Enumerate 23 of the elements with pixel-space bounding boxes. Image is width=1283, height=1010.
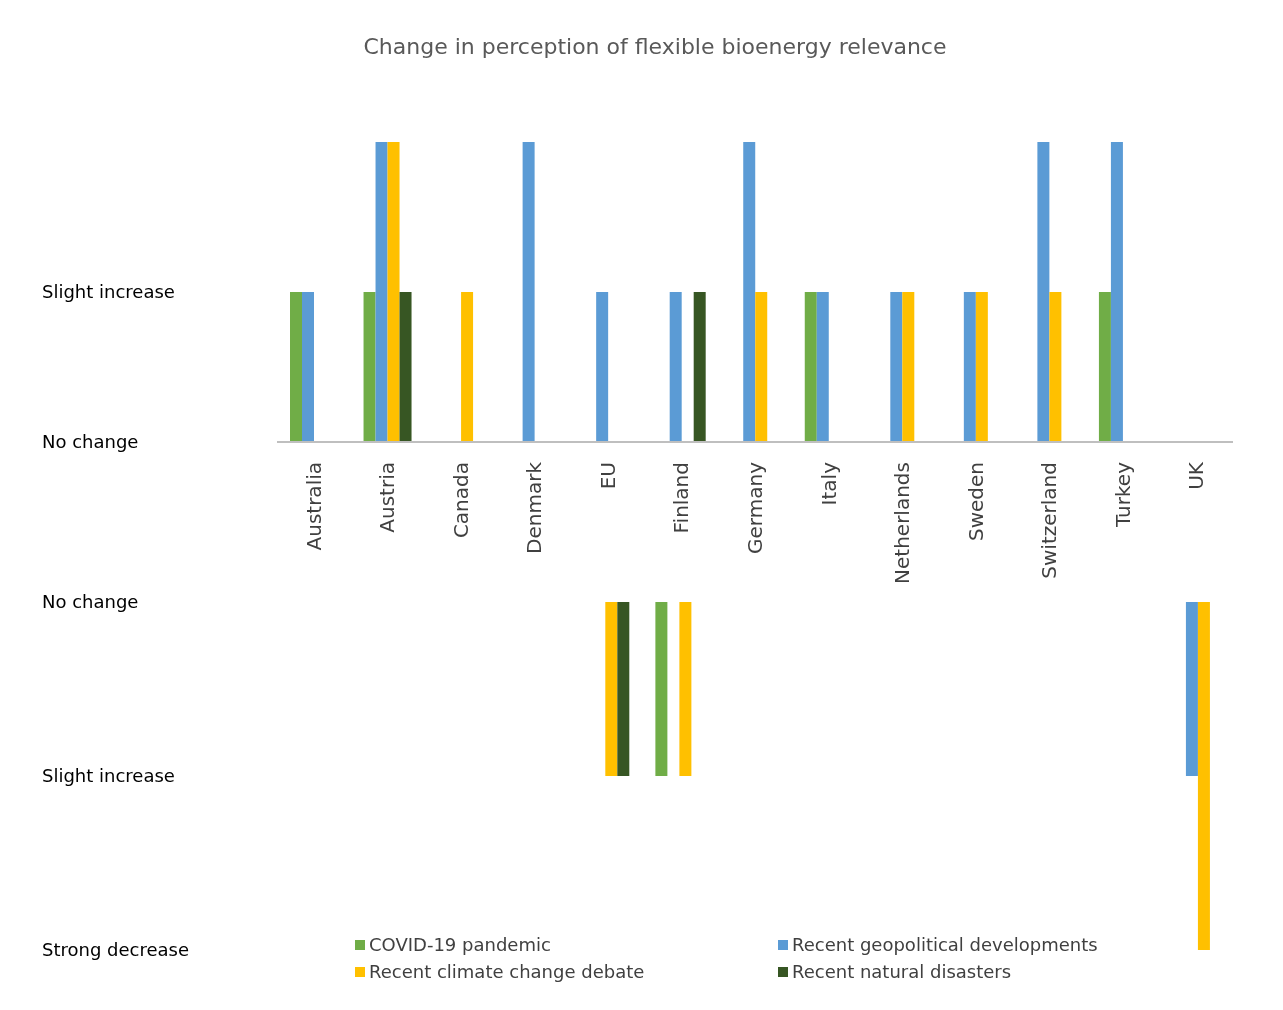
x-tick-label: Netherlands: [890, 462, 915, 584]
text: Slight increase: [42, 281, 175, 302]
legend-label: Recent geopolitical developments: [791, 934, 1099, 955]
x-tick-label: Switzerland: [1037, 462, 1062, 579]
x-tick-label: UK: [1184, 461, 1209, 490]
x-tick-label: Turkey: [1110, 461, 1135, 529]
legend-label: Recent climate change debate: [368, 961, 646, 982]
x-tick-label: Australia: [301, 462, 326, 551]
legend-label: Recent natural disasters: [791, 961, 1013, 982]
x-tick-label: Italy: [816, 461, 841, 506]
text: No change: [42, 591, 139, 612]
x-tick-label: EU: [595, 462, 620, 490]
x-tick-label: Finland: [669, 462, 694, 534]
text: Strong decrease: [42, 939, 190, 960]
x-tick-label: Sweden: [963, 462, 988, 542]
legend-label: COVID-19 pandemic: [368, 934, 552, 955]
x-tick-label: Denmark: [522, 461, 547, 554]
chart-title: Change in perception of flexible bioenergy relevance: [362, 34, 948, 59]
text: No change: [42, 431, 139, 452]
x-tick-label: Austria: [375, 462, 400, 533]
x-tick-label: Canada: [448, 462, 473, 539]
x-tick-label: Germany: [743, 461, 767, 554]
text: Slight increase: [42, 765, 175, 786]
